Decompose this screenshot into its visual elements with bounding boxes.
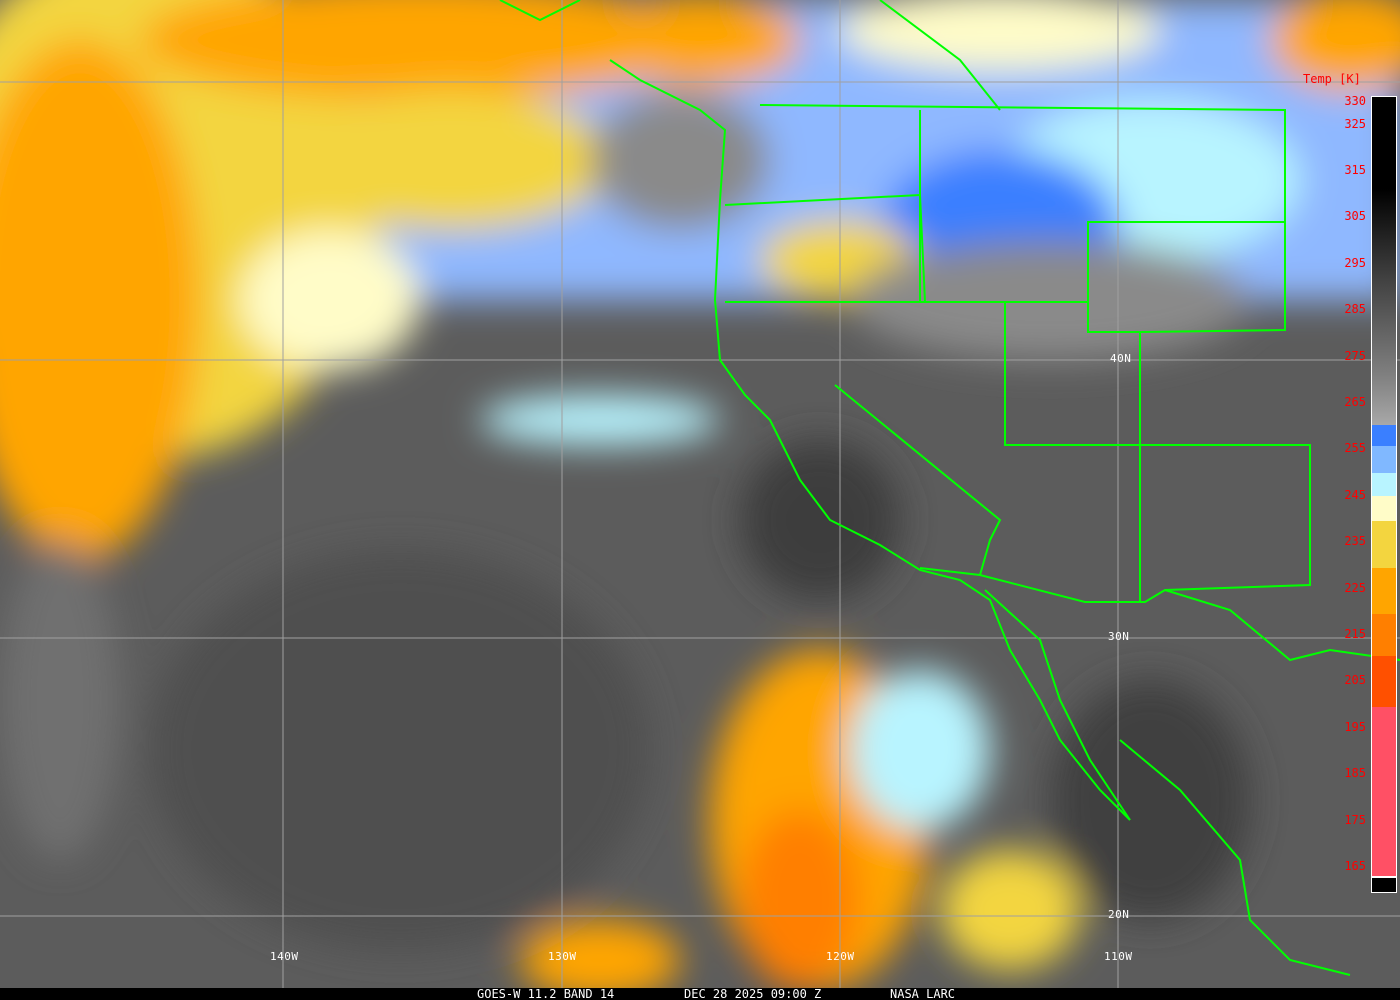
colorbar-orange xyxy=(1372,568,1396,614)
colorbar-tick-label: 325 xyxy=(1344,116,1366,131)
colorbar-tick-label: 175 xyxy=(1344,812,1366,827)
colorbar-tick-label: 195 xyxy=(1344,719,1366,734)
colorbar-cyan xyxy=(1372,473,1396,496)
colorbar-tick-label: 215 xyxy=(1344,627,1366,641)
lat-label-30n: 30N xyxy=(1108,630,1130,643)
colorbar-tick-label: 305 xyxy=(1344,209,1366,224)
lon-label-130w: 130W xyxy=(548,950,577,963)
colorbar-tick-label: 255 xyxy=(1344,441,1366,456)
lon-label-140w: 140W xyxy=(270,950,299,963)
lon-label-120w: 120W xyxy=(826,950,855,963)
colorbar-title: Temp [K] xyxy=(1303,72,1361,86)
colorbar-tick-label: 205 xyxy=(1344,673,1366,688)
datetime-label: DEC 28 2025 09:00 Z xyxy=(684,987,822,1000)
product-label: GOES-W 11.2 BAND 14 xyxy=(477,987,615,1000)
colorbar-tick-label: 185 xyxy=(1344,766,1366,781)
colorbar-dark-orange xyxy=(1372,614,1396,656)
colorbar-tick-label: 235 xyxy=(1344,534,1366,549)
colorbar-tick-label: 265 xyxy=(1344,395,1366,409)
colorbar-tick-label: 330 xyxy=(1344,94,1366,108)
state-and-coast-boundaries xyxy=(499,0,1400,976)
colorbar-tick-label: 315 xyxy=(1344,163,1366,177)
temperature-colorbar xyxy=(1371,96,1397,893)
colorbar-tick-label: 295 xyxy=(1344,255,1366,270)
colorbar-tick-label: 275 xyxy=(1344,348,1366,363)
image-caption: GOES-W 11.2 BAND 14 DEC 28 2025 09:00 Z … xyxy=(0,988,1400,1000)
colorbar-pink xyxy=(1372,707,1396,878)
lat-label-20n: 20N xyxy=(1108,908,1130,921)
lat-label-40n: 40N xyxy=(1110,352,1132,365)
colorbar-tick-label: 245 xyxy=(1344,487,1366,502)
lon-label-110w: 110W xyxy=(1104,950,1133,963)
colorbar-tick-label: 285 xyxy=(1344,302,1366,317)
colorbar-tick-label: 225 xyxy=(1344,580,1366,595)
colorbar-light-blue xyxy=(1372,446,1396,473)
colorbar-gray-ramp xyxy=(1372,97,1396,425)
colorbar-tick-label: 165 xyxy=(1344,859,1366,873)
colorbar-cream xyxy=(1372,496,1396,521)
colorbar-red-orange xyxy=(1372,656,1396,707)
source-label: NASA LARC xyxy=(890,987,956,1000)
colorbar-blue xyxy=(1372,425,1396,446)
colorbar-gold xyxy=(1372,521,1396,568)
